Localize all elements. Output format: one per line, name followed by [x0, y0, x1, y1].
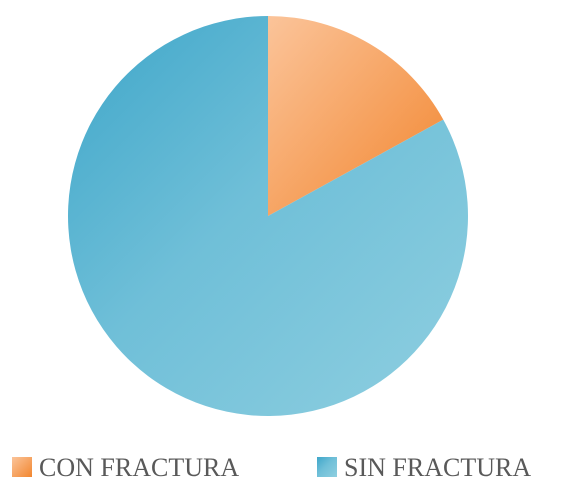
legend: CON FRACTURA SIN FRACTURA [12, 453, 531, 478]
legend-label-sin-fractura: SIN FRACTURA [344, 453, 531, 478]
pie-slice-sin-fractura [67, 16, 468, 416]
legend-swatch-sin-fractura [317, 457, 337, 477]
legend-swatch-con-fractura [12, 457, 32, 477]
pie-slices [67, 16, 468, 416]
pie-slice-con-fractura [268, 16, 444, 216]
legend-label-con-fractura: CON FRACTURA [39, 453, 239, 478]
